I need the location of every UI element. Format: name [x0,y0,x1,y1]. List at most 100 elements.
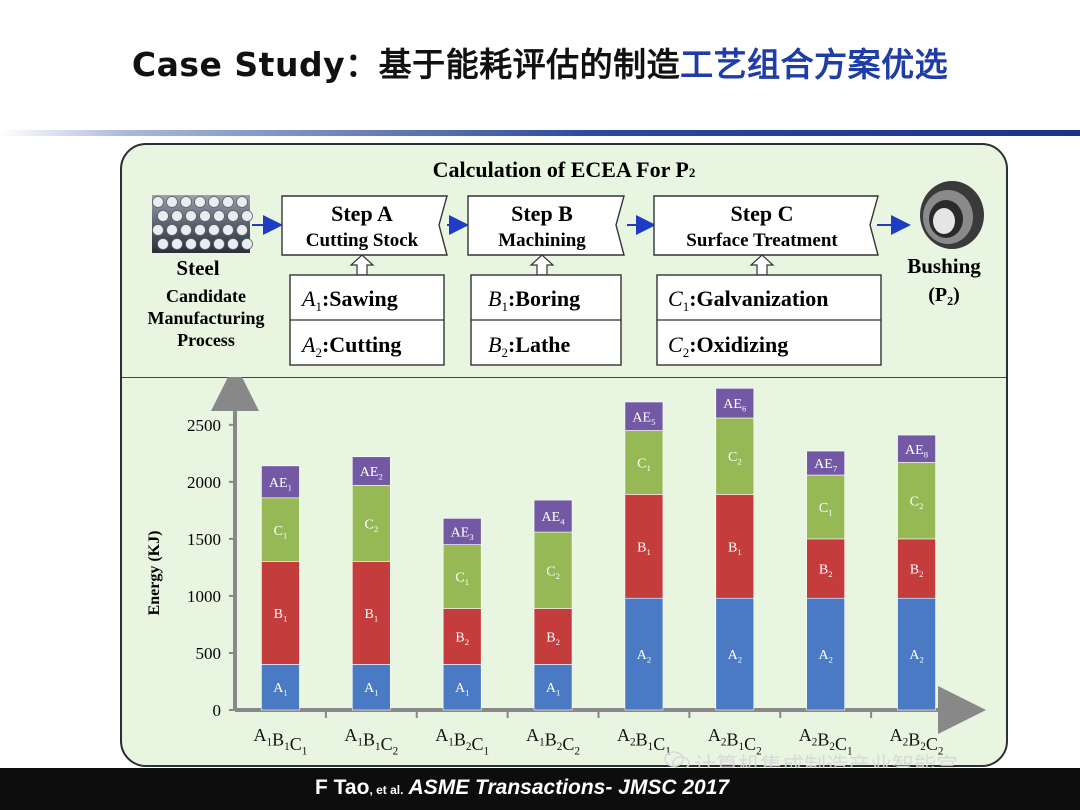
y-tick-label: 0 [213,701,222,720]
y-tick-label: 500 [196,644,222,663]
bar-segment-label: A2 [909,648,923,665]
hollow-arrow-icon [749,254,775,276]
bar-segment-b [261,561,300,665]
bar-segment-ae [352,456,391,486]
bar-segment-b [897,538,936,599]
citation-author: F Tao [315,776,370,799]
step-a-desc: Cutting Stock [306,230,419,251]
bar-segment-label: AE1 [269,476,292,493]
option-c2: C2:Oxidizing [668,332,788,360]
bar-segment-label: AE7 [814,457,838,474]
footer-bar: F Tao, et al. ASME Transactions- JMSC 20… [0,768,1080,810]
bar-segment-label: B2 [546,630,560,647]
step-a-name: Step A [331,201,393,226]
x-tick-label: A2B2C2 [890,725,944,758]
bar-segment-label: C2 [364,517,378,534]
option-a2: A2:Cutting [300,332,401,360]
x-tick-label: A1B1C2 [344,725,398,758]
x-tick-label: A2B1C1 [617,725,671,758]
bar-segment-label: A2 [818,648,832,665]
bar-segment-c [897,462,936,540]
y-tick-label: 1500 [187,530,221,549]
candidate-label-line2: Manufacturing [148,308,265,328]
step-c-name: Step C [731,201,794,226]
bar-segment-a [715,597,755,711]
bar-segment-ae [261,465,300,499]
citation-journal: ASME Transactions- JMSC 2017 [403,776,730,799]
bar-segment-label: AE6 [723,397,747,414]
bar-segment-c [806,474,845,540]
option-a1: A1:Sawing [300,286,398,314]
process-diagram: Calculation of ECEA For P2 Steel Candida… [148,157,984,366]
bar-segment-label: B1 [364,607,378,624]
step-b-box: Step B Machining [467,195,625,256]
x-tick-label: A2B1C2 [708,725,762,758]
bar-segment-c [624,430,664,495]
x-tick-label: A1B1C1 [254,725,308,758]
bar-segment-label: AE4 [542,510,566,527]
x-tick-label: A2B2C1 [799,725,853,758]
bar-segment-ae [442,518,482,545]
bar-segment-label: A1 [546,681,560,698]
bar-segment-ae [533,499,573,533]
bar-segment-label: C2 [910,495,924,512]
bar-segment-a [806,597,845,711]
citation: F Tao, et al. ASME Transactions- JMSC 20… [315,776,729,800]
bar-segment-label: C1 [637,456,651,473]
bar-segment-c [442,544,482,609]
step-b-desc: Machining [498,230,586,251]
option-b2: B2:Lathe [488,332,571,360]
bar-segment-label: A1 [273,681,287,698]
x-tick-label: A1B2C1 [435,725,489,758]
bar-segment-label: AE5 [632,410,655,427]
y-tick-label: 2500 [187,416,221,435]
bar-segment-a [533,664,573,711]
bar-segment-b [715,494,755,599]
x-tick-label: A1B2C2 [526,725,580,758]
bar-segment-ae [806,450,845,476]
bar-segment-a [442,664,482,711]
input-label: Steel [176,256,219,280]
bar-segment-label: C1 [274,524,288,541]
bar-segment-label: C1 [455,571,469,588]
bar-segment-label: B1 [274,607,288,624]
bar-segment-label: B1 [728,540,742,557]
slide-title-highlight: 工艺组合方案优选 [680,45,949,84]
hollow-arrow-icon [529,254,555,276]
y-tick-label: 2000 [187,473,221,492]
output-label: Bushing [907,254,981,278]
options-a: A1:Sawing A2:Cutting [289,274,445,366]
bar-segment-label: B2 [910,563,924,580]
bar-segment-label: A2 [728,648,742,665]
bar-segment-label: C1 [819,501,833,517]
slide-title-part1: Case Study：基于能耗评估的制造 [131,45,681,84]
bar-segment-c [352,484,391,563]
bar-segment-ae [715,388,755,419]
bar-segment-label: AE2 [360,465,383,482]
bar-segment-ae [897,434,936,463]
y-tick-label: 1000 [187,587,221,606]
bar-segment-a [624,597,664,711]
bar-segment-label: A1 [455,681,469,698]
slide-title: Case Study：基于能耗评估的制造工艺组合方案优选 [0,38,1080,86]
citation-etal: , et al. [369,783,404,797]
options-c: C1:Galvanization C2:Oxidizing [656,274,882,366]
bushing-icon [920,181,984,249]
bar-segment-ae [624,401,664,431]
bar-segment-label: A1 [364,681,378,698]
steel-bars-icon [152,195,253,253]
bar-segment-b [624,494,664,599]
step-c-desc: Surface Treatment [686,230,838,251]
bar-segment-a [897,597,936,711]
bar-segment-label: B2 [819,563,833,580]
options-b: B1:Boring B2:Lathe [470,274,622,366]
step-a-box: Step A Cutting Stock [281,195,448,256]
bar-segment-label: AE3 [451,525,474,542]
step-b-name: Step B [511,201,573,226]
bar-segment-label: C2 [728,450,742,467]
option-b1: B1:Boring [488,286,580,314]
bar-segment-label: A2 [637,648,651,665]
diagram-title: Calculation of ECEA For P2 [433,157,696,182]
title-divider [0,130,1080,136]
bar-segment-c [715,417,755,495]
